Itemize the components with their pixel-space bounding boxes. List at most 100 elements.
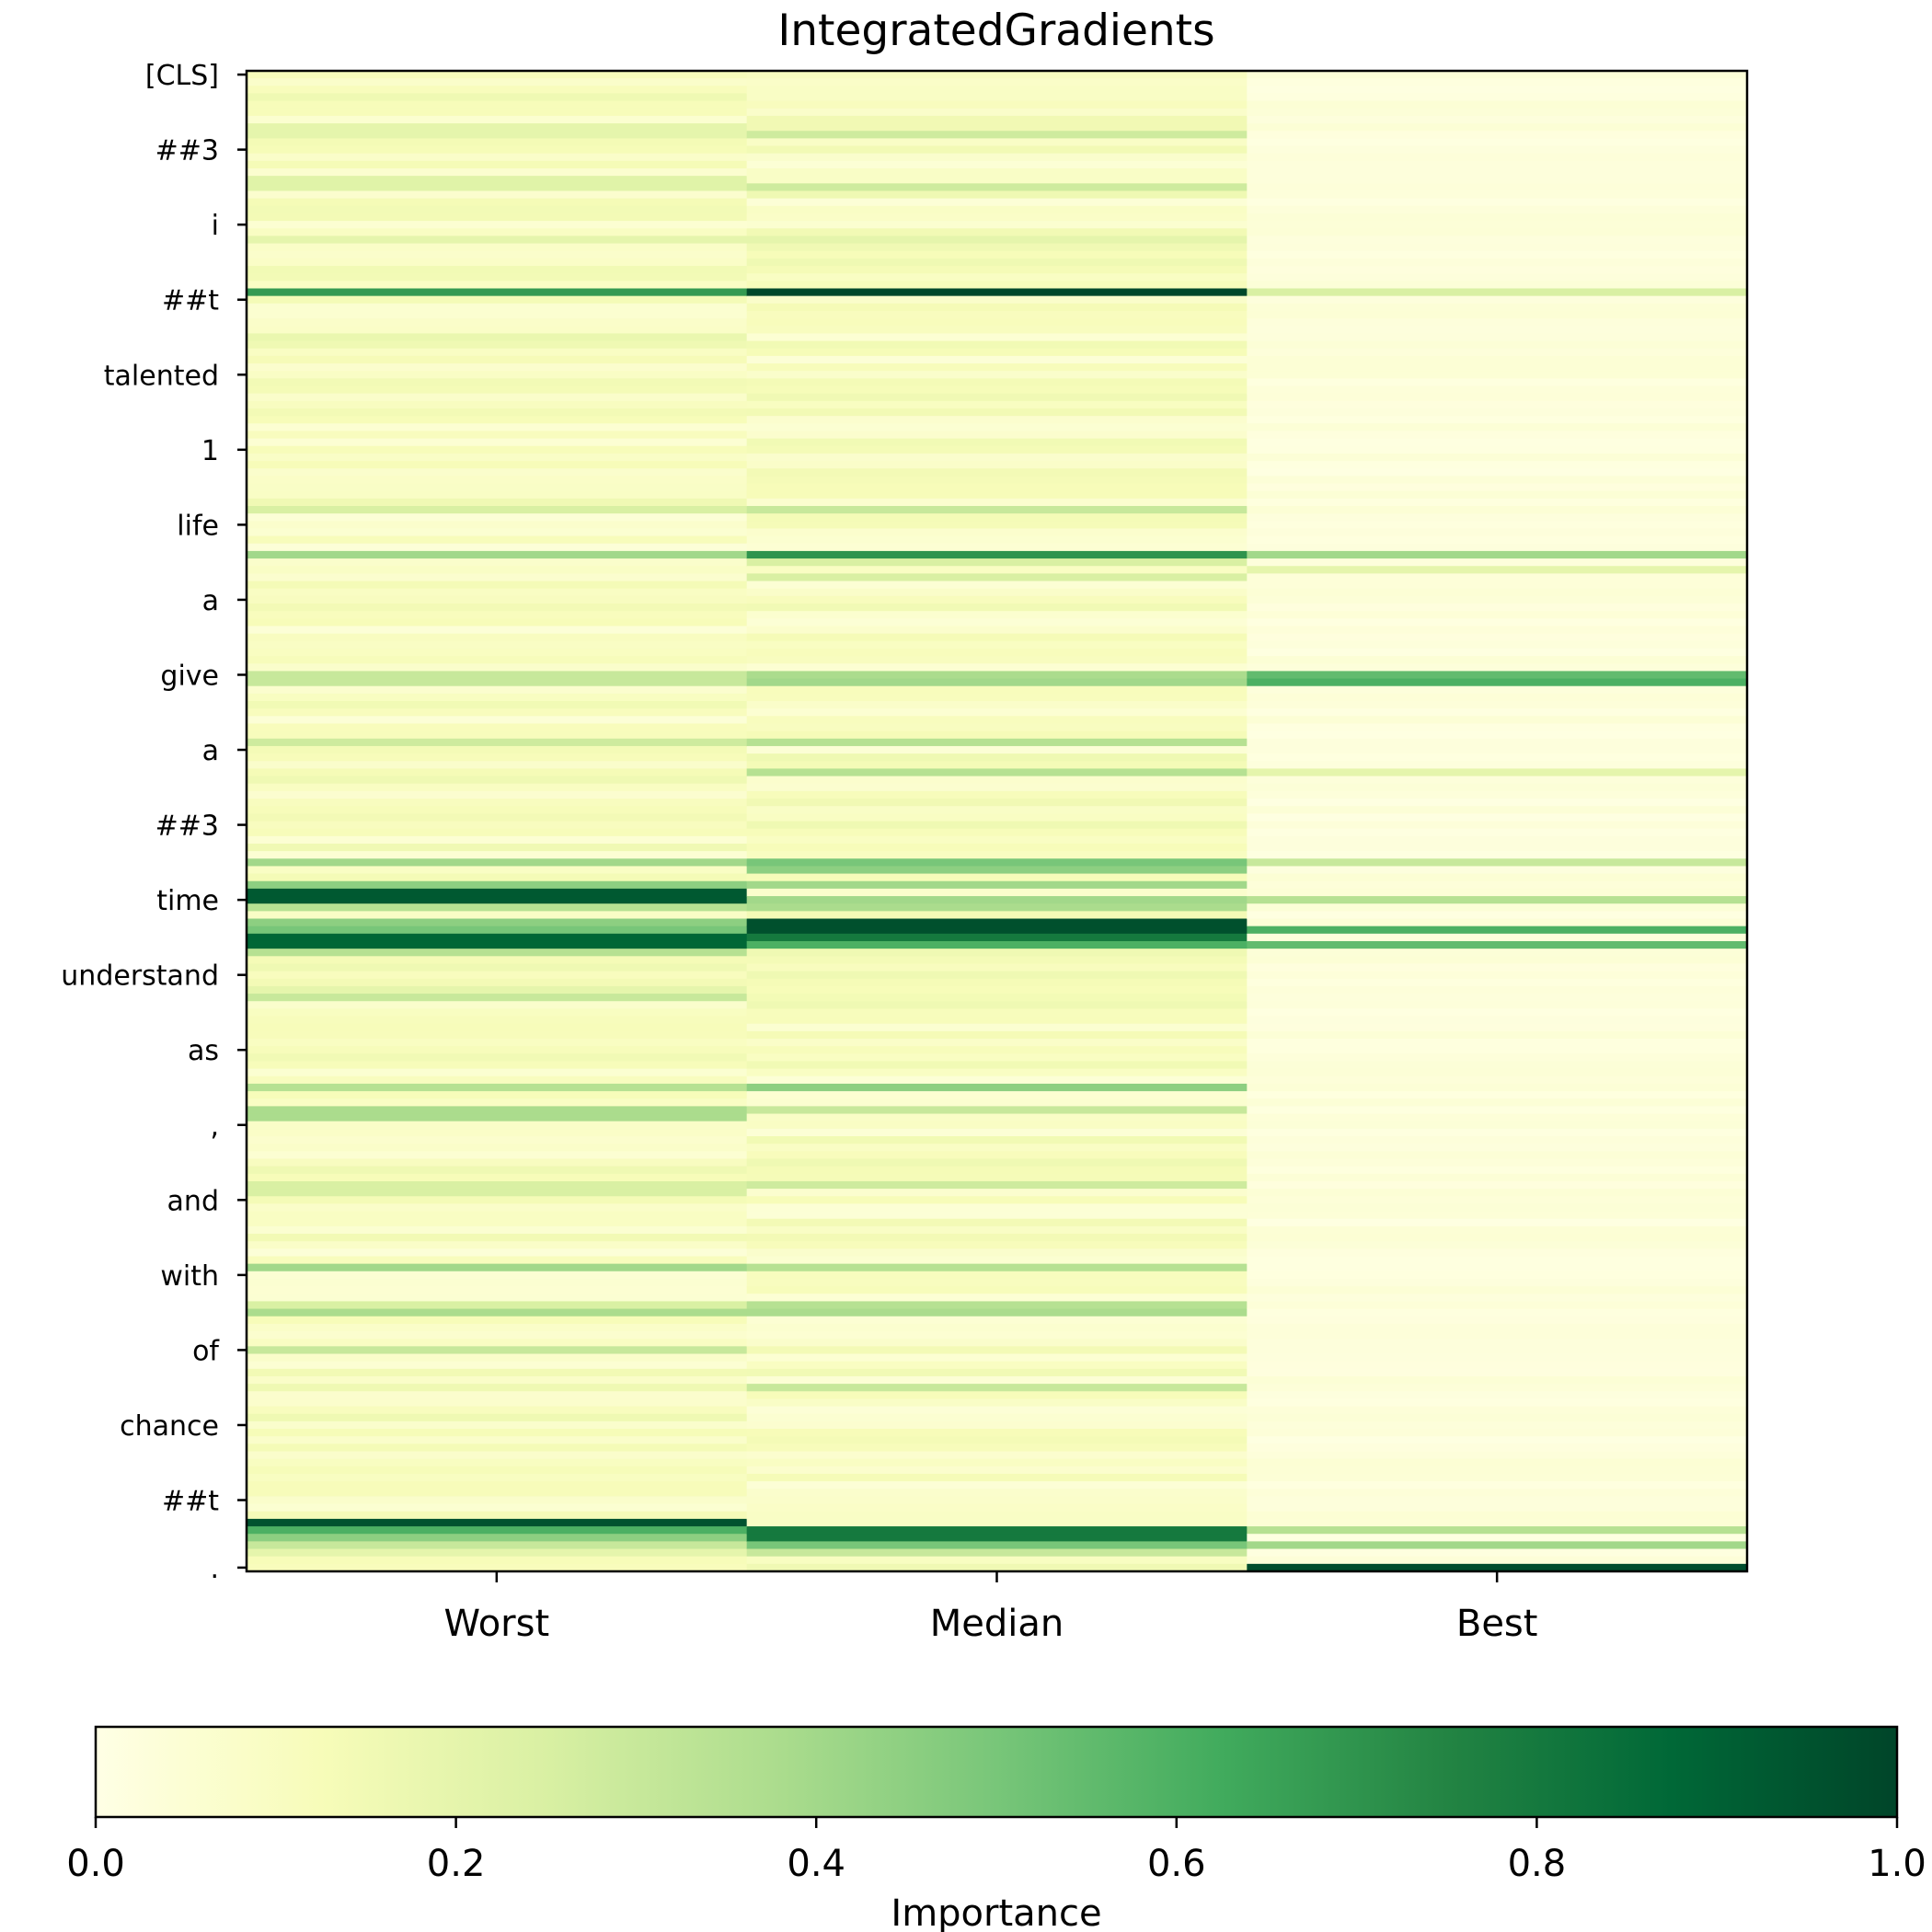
heatmap-cell-median-21 xyxy=(746,228,1248,236)
y-tick-label: and xyxy=(167,1185,219,1217)
heatmap-cell-best-45 xyxy=(1247,408,1748,417)
heatmap-cell-worst-181 xyxy=(247,1429,748,1437)
heatmap-cell-median-153 xyxy=(746,1218,1248,1227)
heatmap-cell-best-18 xyxy=(1247,205,1748,214)
heatmap-cell-median-33 xyxy=(746,318,1248,327)
heatmap-cell-best-16 xyxy=(1247,190,1748,200)
heatmap-cell-worst-77 xyxy=(247,648,748,657)
heatmap-cell-median-26 xyxy=(746,266,1248,274)
heatmap-cell-best-148 xyxy=(1247,1180,1748,1190)
heatmap-cell-median-124 xyxy=(746,1001,1248,1009)
heatmap-cell-median-54 xyxy=(746,476,1248,485)
heatmap-cell-median-114 xyxy=(746,926,1248,935)
heatmap-cell-worst-22 xyxy=(247,236,748,245)
heatmap-cell-worst-161 xyxy=(247,1278,748,1287)
heatmap-cell-worst-177 xyxy=(247,1398,748,1408)
heatmap-cell-median-87 xyxy=(746,723,1248,732)
heatmap-cell-worst-192 xyxy=(247,1511,748,1520)
heatmap-cell-best-17 xyxy=(1247,198,1748,207)
heatmap-cell-worst-142 xyxy=(247,1136,748,1144)
heatmap-cell-worst-102 xyxy=(247,835,748,845)
heatmap-cell-worst-5 xyxy=(247,108,748,117)
heatmap-cell-median-69 xyxy=(746,588,1248,597)
heatmap-cell-worst-62 xyxy=(247,535,748,545)
heatmap-cell-best-147 xyxy=(1247,1173,1748,1182)
heatmap-cell-best-131 xyxy=(1247,1053,1748,1063)
heatmap-cell-worst-117 xyxy=(247,949,748,957)
heatmap-cell-best-79 xyxy=(1247,663,1748,672)
x-tick-label-median: Median xyxy=(930,1603,1064,1645)
heatmap-cell-best-194 xyxy=(1247,1526,1748,1535)
heatmap-cell-best-190 xyxy=(1247,1496,1748,1505)
heatmap-cell-worst-3 xyxy=(247,93,748,102)
heatmap-cell-best-176 xyxy=(1247,1391,1748,1400)
heatmap-cell-worst-9 xyxy=(247,138,748,147)
heatmap-cell-best-7 xyxy=(1247,123,1748,132)
heatmap-cell-best-10 xyxy=(1247,145,1748,155)
heatmap-cell-median-5 xyxy=(746,108,1248,117)
heatmap-cell-worst-174 xyxy=(247,1375,748,1385)
heatmap-cell-median-6 xyxy=(746,115,1248,124)
heatmap-cell-median-190 xyxy=(746,1496,1248,1505)
heatmap-cell-best-72 xyxy=(1247,611,1748,619)
heatmap-cell-worst-140 xyxy=(247,1121,748,1130)
heatmap-cell-median-31 xyxy=(746,303,1248,312)
heatmap-cell-worst-38 xyxy=(247,355,748,364)
heatmap-cell-median-132 xyxy=(746,1061,1248,1070)
heatmap-cell-worst-108 xyxy=(247,880,748,890)
heatmap-cell-median-112 xyxy=(746,911,1248,920)
heatmap-cell-median-98 xyxy=(746,806,1248,814)
heatmap-cell-best-114 xyxy=(1247,926,1748,935)
heatmap-cell-median-14 xyxy=(746,176,1248,184)
heatmap-cell-best-120 xyxy=(1247,971,1748,980)
heatmap-cell-best-107 xyxy=(1247,873,1748,882)
heatmap-cell-worst-42 xyxy=(247,385,748,395)
heatmap-cell-worst-30 xyxy=(247,295,748,305)
heatmap-cell-median-32 xyxy=(746,310,1248,319)
heatmap-cell-best-57 xyxy=(1247,498,1748,507)
heatmap-cell-best-25 xyxy=(1247,258,1748,267)
heatmap-cell-worst-19 xyxy=(247,213,748,222)
heatmap-cell-worst-156 xyxy=(247,1241,748,1249)
heatmap-cell-best-136 xyxy=(1247,1091,1748,1099)
heatmap-cell-best-101 xyxy=(1247,828,1748,837)
heatmap-cell-median-42 xyxy=(746,385,1248,395)
heatmap-cell-worst-111 xyxy=(247,903,748,912)
heatmap-cell-worst-139 xyxy=(247,1113,748,1122)
heatmap-cell-worst-51 xyxy=(247,453,748,462)
heatmap-cell-worst-33 xyxy=(247,318,748,327)
heatmap-cell-median-9 xyxy=(746,138,1248,147)
heatmap-cell-worst-6 xyxy=(247,115,748,124)
heatmap-cell-median-70 xyxy=(746,595,1248,604)
heatmap-cell-worst-185 xyxy=(247,1458,748,1467)
heatmap-cell-median-180 xyxy=(746,1420,1248,1430)
heatmap-cell-median-164 xyxy=(746,1301,1248,1310)
heatmap-cell-median-93 xyxy=(746,768,1248,777)
heatmap-cell-worst-69 xyxy=(247,588,748,597)
heatmap-cell-worst-68 xyxy=(247,581,748,590)
colorbar-tick-label: 1.0 xyxy=(1868,1843,1926,1885)
heatmap-cell-worst-175 xyxy=(247,1384,748,1392)
heatmap-cell-worst-194 xyxy=(247,1526,748,1535)
heatmap-cell-median-127 xyxy=(746,1023,1248,1032)
heatmap-cell-worst-120 xyxy=(247,971,748,980)
heatmap-cell-worst-197 xyxy=(247,1548,748,1558)
heatmap-cell-best-85 xyxy=(1247,708,1748,717)
heatmap-cell-worst-4 xyxy=(247,100,748,109)
heatmap-cell-worst-173 xyxy=(247,1368,748,1377)
heatmap-cell-best-118 xyxy=(1247,956,1748,965)
heatmap-cell-median-81 xyxy=(746,678,1248,687)
heatmap-cell-worst-13 xyxy=(247,168,748,177)
heatmap-cell-worst-41 xyxy=(247,378,748,387)
heatmap-cell-best-112 xyxy=(1247,911,1748,920)
heatmap-cell-median-108 xyxy=(746,880,1248,890)
heatmap-cell-best-76 xyxy=(1247,640,1748,650)
heatmap-cell-best-186 xyxy=(1247,1466,1748,1475)
heatmap-cell-best-127 xyxy=(1247,1023,1748,1032)
heatmap-cell-best-84 xyxy=(1247,701,1748,709)
heatmap-cell-worst-47 xyxy=(247,423,748,432)
heatmap-cell-worst-27 xyxy=(247,273,748,282)
heatmap-cell-median-151 xyxy=(746,1203,1248,1213)
heatmap-cell-median-147 xyxy=(746,1173,1248,1182)
heatmap-cell-best-117 xyxy=(1247,949,1748,957)
